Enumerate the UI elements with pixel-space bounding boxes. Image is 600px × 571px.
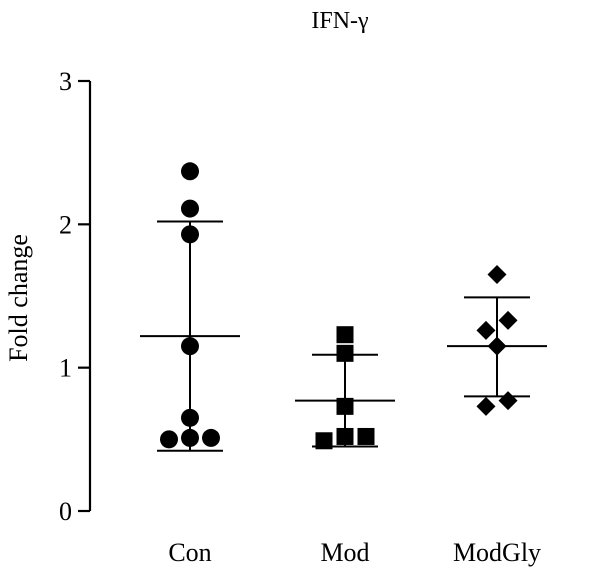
data-point-circle [181,337,199,356]
data-point-square [357,427,375,445]
data-point-circle [181,162,199,181]
y-tick-label: 1 [59,354,72,383]
x-tick-labels: Con Mod ModGly [168,538,541,567]
data-point-diamond [487,336,507,356]
data-point-circle [160,430,178,449]
data-point-square [336,427,354,445]
data-point-circle [202,428,220,447]
data-point-diamond [487,265,507,284]
data-point-circle [181,199,199,218]
data-point-square [336,397,354,415]
data-point-circle [181,428,199,447]
data-point-diamond [498,391,518,411]
data-point-diamond [476,320,496,340]
data-points [160,162,518,450]
x-tick-label: Con [168,538,211,567]
data-point-diamond [476,396,496,416]
data-point-square [336,326,354,344]
x-tick-label: ModGly [453,538,541,567]
x-tick-label: Mod [320,538,369,567]
data-point-circle [181,408,199,427]
chart-title: IFN-γ [311,8,369,34]
y-tick-label: 3 [59,67,72,96]
y-ticks: 0 1 2 3 [59,67,90,526]
data-point-diamond [498,310,518,330]
data-point-square [336,344,354,362]
y-axis-label: Fold change [4,234,33,362]
data-point-square [315,432,333,450]
y-tick-label: 2 [59,210,72,239]
y-tick-label: 0 [59,497,72,526]
data-point-circle [181,225,199,244]
